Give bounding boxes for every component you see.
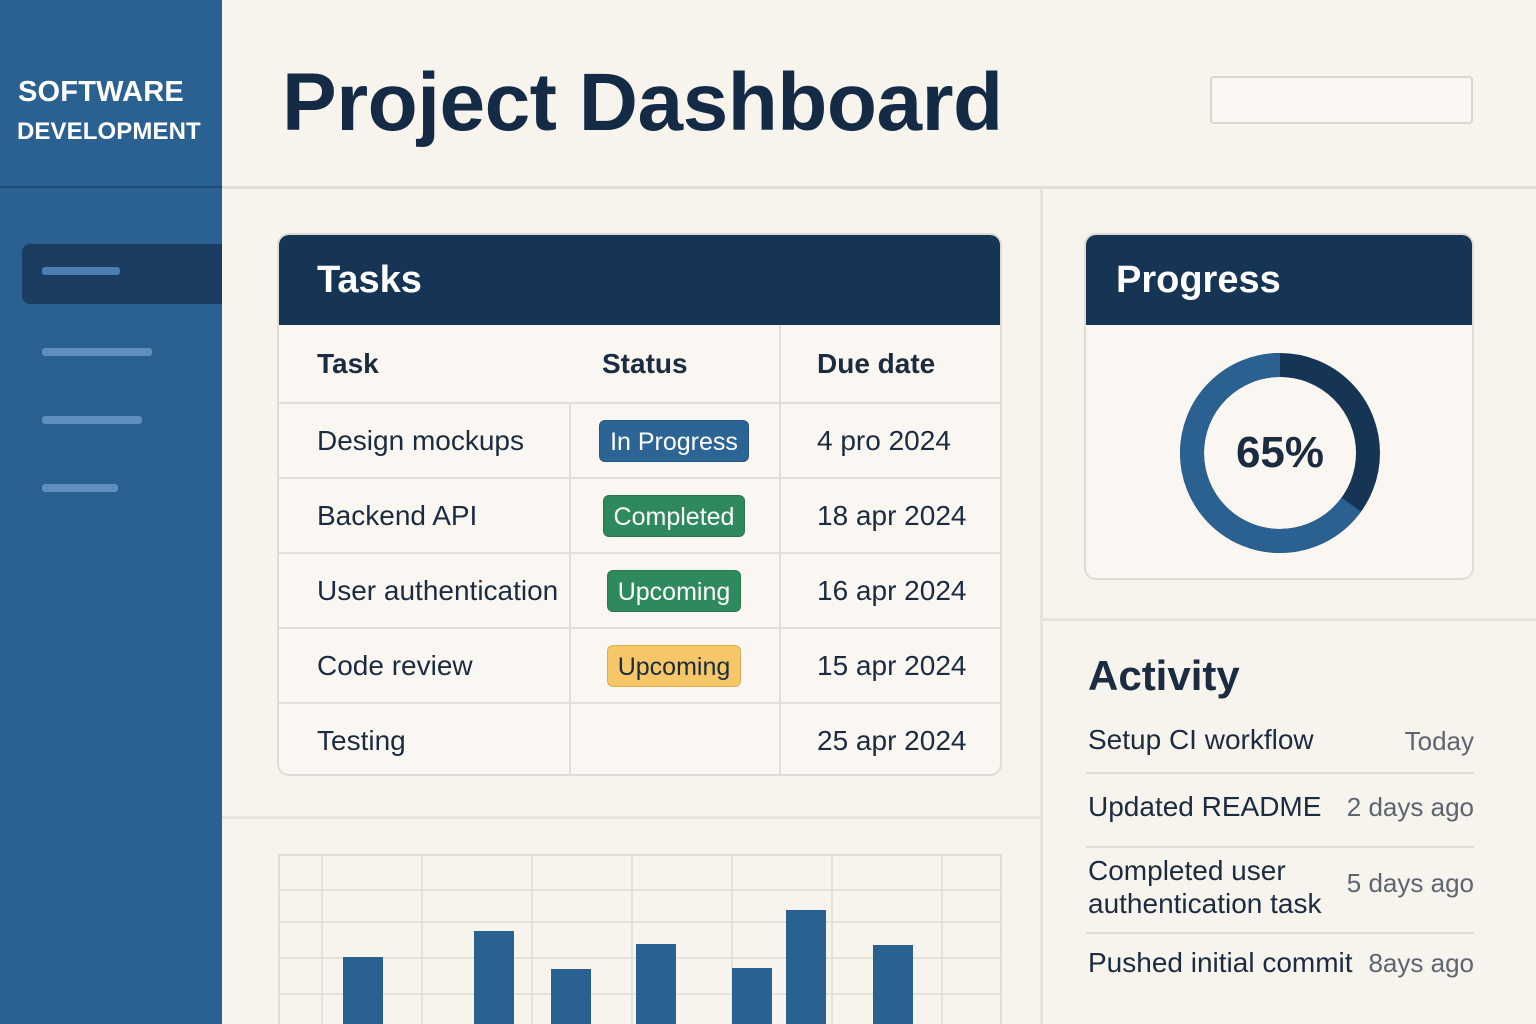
column-divider xyxy=(569,479,571,552)
sidebar: SOFTWARE DEVELOPMENT xyxy=(0,0,222,1024)
activity-time: 8ays ago xyxy=(1368,948,1474,978)
section-divider xyxy=(222,816,1040,819)
column-divider xyxy=(779,325,781,402)
activity-item[interactable]: Setup CI workflow Today xyxy=(1086,718,1474,774)
table-header-row: Task Status Due date xyxy=(279,325,1000,402)
chart-bar xyxy=(873,945,913,1024)
status-cell: In Progress xyxy=(569,404,779,477)
task-name: User authentication xyxy=(317,574,559,606)
sidebar-item-3[interactable] xyxy=(42,416,142,426)
activity-text: Setup CI workflow xyxy=(1088,724,1314,755)
activity-time: Today xyxy=(1404,726,1474,756)
column-divider xyxy=(569,554,571,627)
status-badge: Upcoming xyxy=(606,569,742,612)
header-divider xyxy=(222,186,1536,189)
task-name: Testing xyxy=(317,724,406,756)
table-row[interactable]: Testing 25 apr 2024 xyxy=(279,702,1000,774)
sidebar-item-placeholder xyxy=(42,348,152,356)
status-badge: Upcoming xyxy=(606,644,742,687)
activity-time: 2 days ago xyxy=(1346,792,1474,822)
column-header-status[interactable]: Status xyxy=(602,347,688,379)
column-header-task[interactable]: Task xyxy=(317,347,379,379)
sidebar-item-active[interactable] xyxy=(22,244,222,304)
chart-bar xyxy=(551,969,591,1024)
section-divider xyxy=(1043,618,1536,621)
status-badge: In Progress xyxy=(599,419,749,462)
table-row[interactable]: Backend API Completed 18 apr 2024 xyxy=(279,477,1000,552)
progress-donut xyxy=(1180,353,1380,553)
column-divider xyxy=(1040,189,1043,1024)
status-cell: Completed xyxy=(569,479,779,552)
tasks-card: Tasks Task Status Due date Design mockup… xyxy=(277,233,1002,776)
due-date: 16 apr 2024 xyxy=(817,574,967,606)
column-divider xyxy=(779,554,781,627)
chart-bar xyxy=(343,957,383,1024)
tasks-title: Tasks xyxy=(317,259,422,301)
activity-text: Completed user authentication task xyxy=(1088,855,1322,919)
column-divider xyxy=(779,704,781,774)
table-row[interactable]: User authentication Upcoming 16 apr 2024 xyxy=(279,552,1000,627)
task-name: Design mockups xyxy=(317,424,524,456)
sidebar-item-placeholder xyxy=(42,484,118,492)
brand-subtitle: DEVELOPMENT xyxy=(17,118,201,145)
status-cell xyxy=(569,704,779,774)
chart-bar xyxy=(732,968,772,1024)
column-divider xyxy=(569,704,571,774)
chart-bar xyxy=(786,910,826,1024)
tasks-card-header: Tasks xyxy=(279,235,1000,325)
sidebar-item-placeholder xyxy=(42,416,142,424)
chart-bar xyxy=(474,931,514,1024)
progress-title: Progress xyxy=(1116,259,1281,301)
due-date: 15 apr 2024 xyxy=(817,649,967,681)
brand: SOFTWARE DEVELOPMENT xyxy=(0,0,222,188)
activity-item[interactable]: Completed user authentication task 5 day… xyxy=(1086,848,1474,934)
status-cell: Upcoming xyxy=(569,554,779,627)
due-date: 25 apr 2024 xyxy=(817,724,967,756)
sidebar-item-placeholder xyxy=(42,267,120,275)
progress-card-header: Progress xyxy=(1086,235,1472,325)
table-row[interactable]: Design mockups In Progress 4 pro 2024 xyxy=(279,402,1000,477)
column-divider xyxy=(569,404,571,477)
due-date: 4 pro 2024 xyxy=(817,424,951,456)
status-badge: Completed xyxy=(602,494,746,537)
progress-card: Progress 65% xyxy=(1084,233,1474,580)
sidebar-item-2[interactable] xyxy=(42,348,152,358)
column-header-due-date[interactable]: Due date xyxy=(817,347,936,379)
activity-time: 5 days ago xyxy=(1346,868,1474,898)
activity-text: Updated README xyxy=(1088,791,1322,822)
activity-title: Activity xyxy=(1088,652,1240,699)
bar-chart xyxy=(278,854,1002,1024)
chart-frame xyxy=(278,854,1002,1024)
brand-name: SOFTWARE xyxy=(18,76,184,108)
activity-item[interactable]: Pushed initial commit 8ays ago xyxy=(1086,934,1474,994)
status-cell: Upcoming xyxy=(569,629,779,702)
page-title: Project Dashboard xyxy=(282,57,1003,148)
progress-percent: 65% xyxy=(1235,428,1325,477)
column-divider xyxy=(779,479,781,552)
task-name: Backend API xyxy=(317,499,478,531)
column-divider xyxy=(779,629,781,702)
chart-bar xyxy=(636,944,676,1024)
progress-fill xyxy=(1180,353,1380,553)
sidebar-item-4[interactable] xyxy=(42,484,118,494)
due-date: 18 apr 2024 xyxy=(817,499,967,531)
activity-item[interactable]: Updated README 2 days ago xyxy=(1086,774,1474,848)
search-input[interactable] xyxy=(1210,76,1473,124)
task-name: Code review xyxy=(317,649,473,681)
column-divider xyxy=(569,629,571,702)
column-divider xyxy=(779,404,781,477)
table-row[interactable]: Code review Upcoming 15 apr 2024 xyxy=(279,627,1000,702)
activity-text: Pushed initial commit xyxy=(1088,947,1353,978)
